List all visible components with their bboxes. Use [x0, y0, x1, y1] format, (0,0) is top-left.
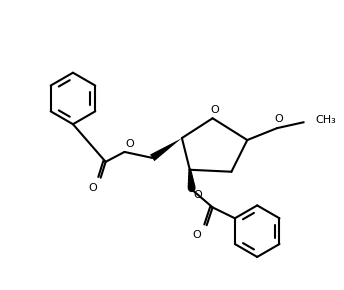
Polygon shape [150, 138, 182, 161]
Text: O: O [275, 114, 283, 124]
Text: CH₃: CH₃ [315, 115, 336, 125]
Text: O: O [193, 190, 202, 200]
Text: O: O [125, 139, 134, 149]
Text: O: O [192, 230, 201, 240]
Text: O: O [210, 105, 219, 115]
Text: O: O [88, 183, 97, 193]
